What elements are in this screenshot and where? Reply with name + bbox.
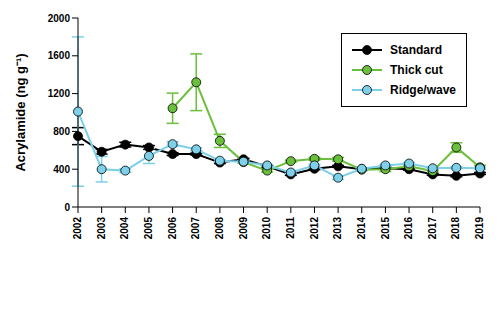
svg-text:2012: 2012	[309, 217, 320, 240]
svg-text:1200: 1200	[48, 88, 71, 99]
html-text:Standard: Standard	[390, 43, 442, 57]
svg-text:2014: 2014	[356, 217, 367, 240]
svg-text:2015: 2015	[380, 217, 391, 240]
svg-text:400: 400	[53, 164, 70, 175]
svg-text:2009: 2009	[238, 217, 249, 240]
svg-text:800: 800	[53, 126, 70, 137]
svg-text:2008: 2008	[214, 217, 225, 240]
svg-text:Acrylamide (ng g⁻¹): Acrylamide (ng g⁻¹)	[13, 53, 28, 171]
svg-text:2000: 2000	[48, 13, 71, 24]
svg-text:2019: 2019	[474, 217, 485, 240]
svg-text:2010: 2010	[261, 217, 272, 240]
svg-text:2006: 2006	[167, 217, 178, 240]
html-text:Ridge/wave: Ridge/wave	[390, 83, 456, 97]
svg-text:2017: 2017	[427, 217, 438, 240]
svg-text:2002: 2002	[72, 217, 83, 240]
html-text:Thick cut: Thick cut	[390, 63, 443, 77]
svg-text:2004: 2004	[119, 217, 130, 240]
svg-text:0: 0	[64, 202, 70, 213]
svg-text:1600: 1600	[48, 50, 71, 61]
svg-text:2007: 2007	[190, 217, 201, 240]
svg-text:2018: 2018	[450, 217, 461, 240]
svg-text:2011: 2011	[285, 217, 296, 239]
svg-text:2005: 2005	[143, 217, 154, 240]
svg-text:2013: 2013	[332, 217, 343, 240]
svg-text:2016: 2016	[403, 217, 414, 240]
svg-text:2003: 2003	[96, 217, 107, 240]
